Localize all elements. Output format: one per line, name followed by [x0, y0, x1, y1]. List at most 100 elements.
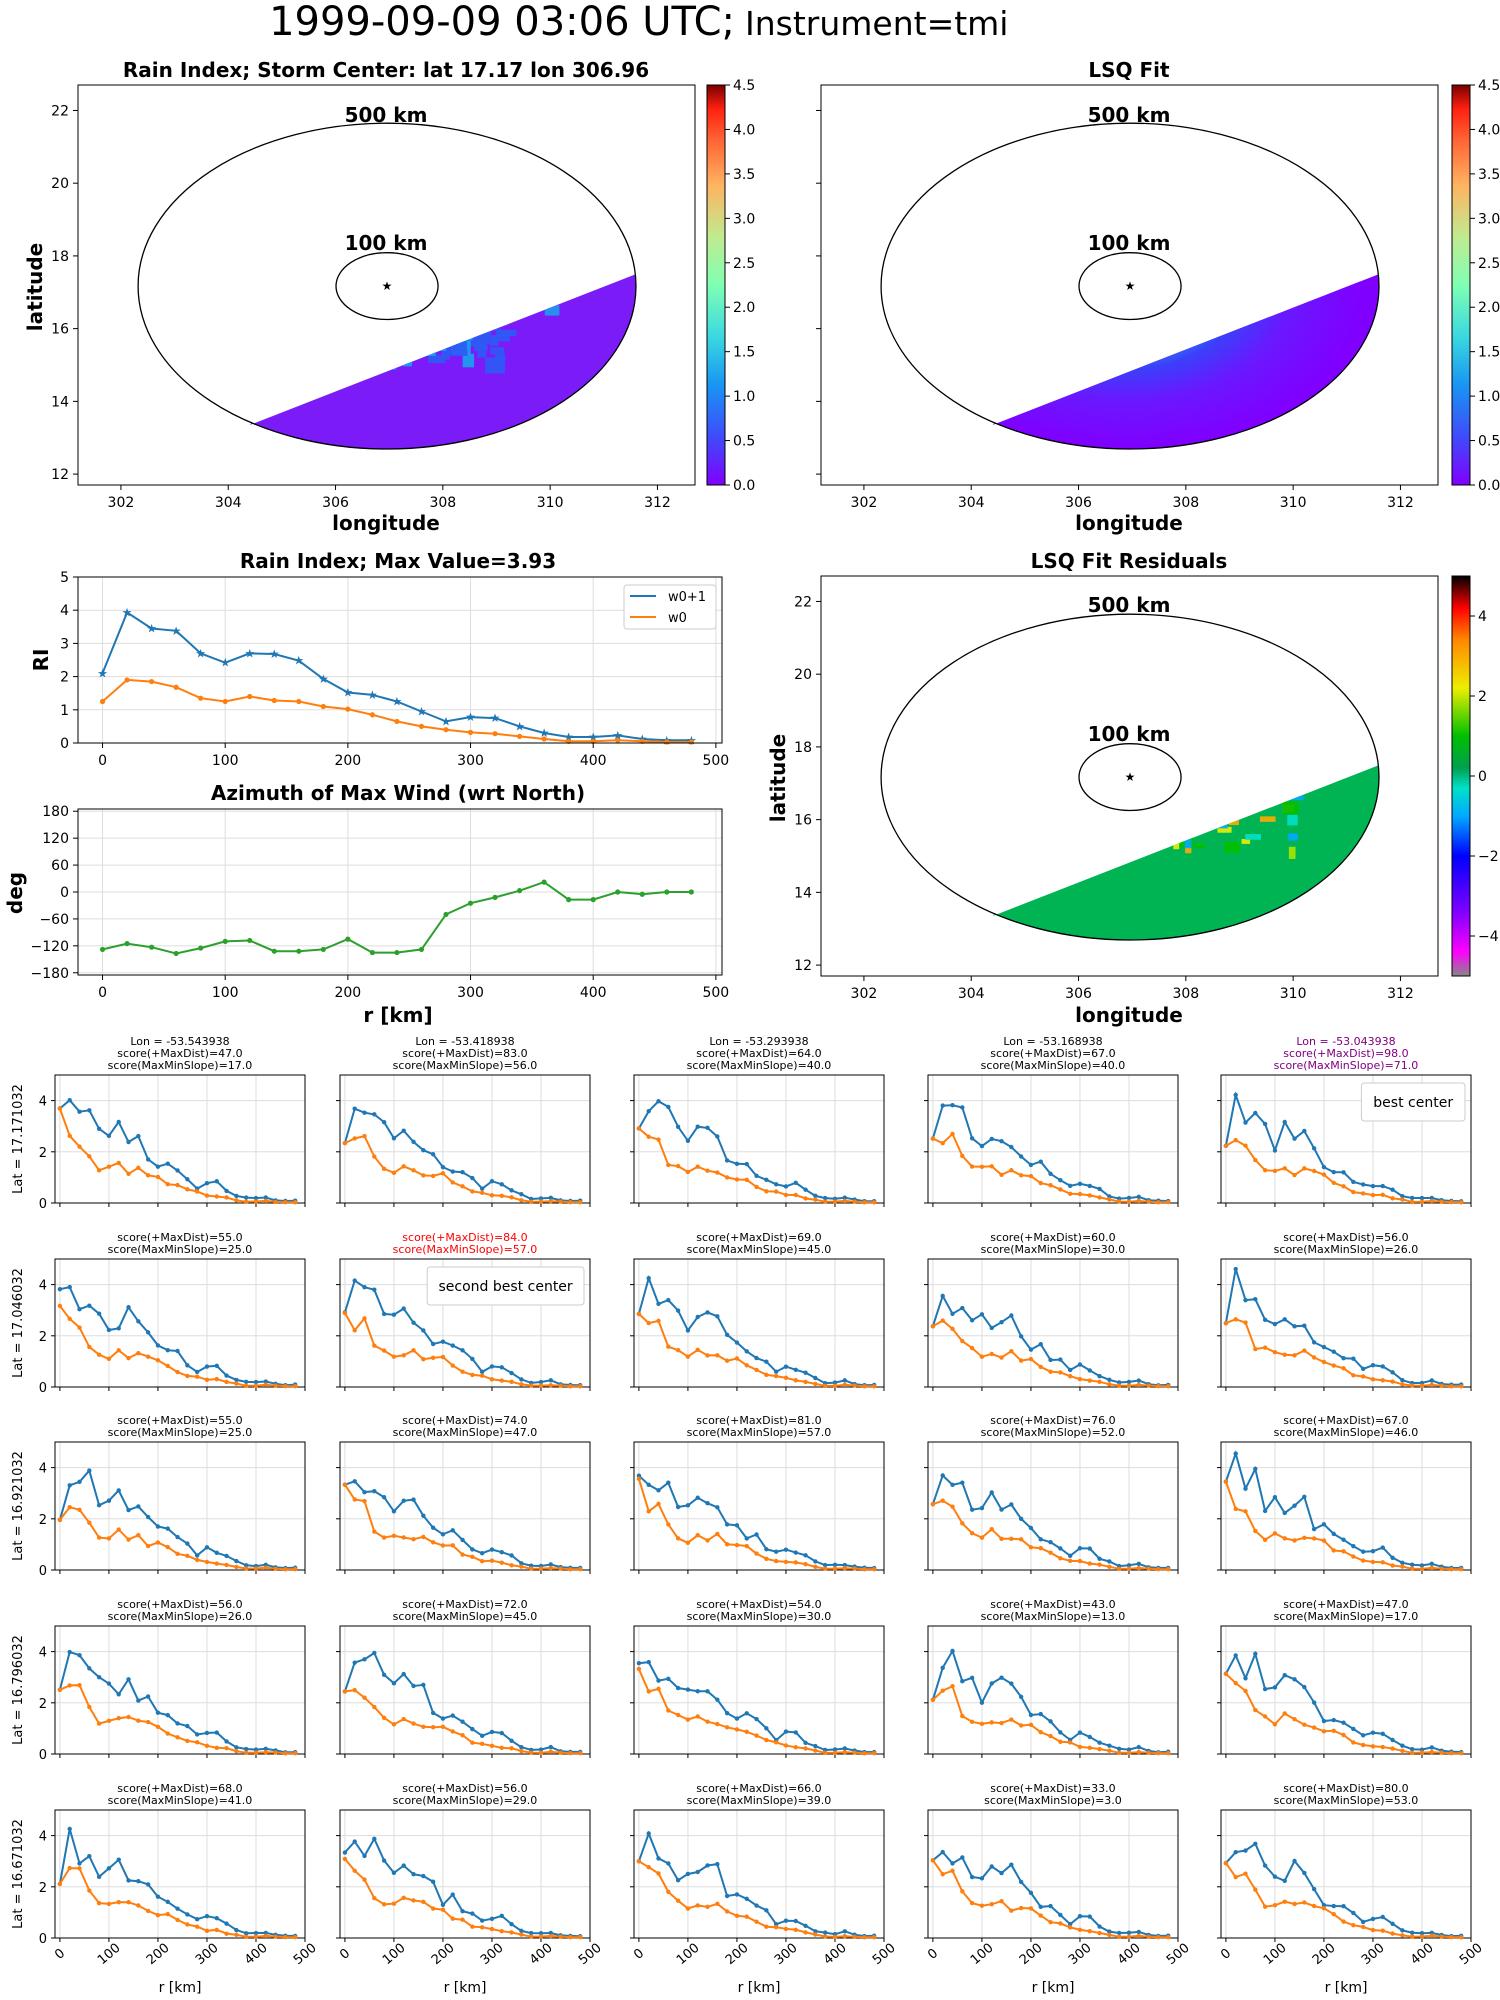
cell-series-point [724, 1332, 730, 1337]
cell-series-point [1038, 1545, 1043, 1551]
cell-series-point [106, 1164, 112, 1169]
cell-score-label: score(+MaxDist)=80.0 [1283, 1782, 1408, 1795]
cell-series-point [1087, 1368, 1092, 1373]
grid-y-tick-label: 0 [39, 1381, 47, 1396]
cell-series-point [950, 1504, 955, 1509]
cell-series-point [1321, 1538, 1327, 1543]
cell-series-point [283, 1567, 288, 1572]
cell-series-point [1009, 1536, 1014, 1542]
cell-series-point [793, 1550, 798, 1555]
cell-series-point [155, 1710, 161, 1715]
y-tick-label: 1 [60, 703, 69, 719]
series-point: ★ [612, 728, 623, 742]
cell-series-point [1136, 1198, 1141, 1204]
cell-series-point [724, 1542, 730, 1547]
cell-series-point [1360, 1549, 1366, 1554]
cell-series-point [969, 1136, 975, 1141]
cell-series-point [145, 1514, 151, 1520]
cell-series-point [1146, 1750, 1151, 1755]
cell-series-point [116, 1527, 121, 1532]
cell-series-point [411, 1683, 416, 1689]
grid-x-tick-label: 100 [968, 1941, 997, 1968]
cell-series-point [999, 1139, 1004, 1144]
cell-series-point [155, 1174, 161, 1180]
cell-score-label: score(MaxMinSlope)=3.0 [984, 1794, 1122, 1807]
cell-series-point [243, 1750, 249, 1755]
cell-series-point [675, 1163, 681, 1169]
center-cell: 0 100 200 300 400 500 0 2 4 score(+MaxDist)=68.0s… [11, 1782, 320, 1996]
cell-series-point [381, 1858, 387, 1863]
cell-series-point [352, 1868, 357, 1873]
cell-series-point [1341, 1184, 1346, 1189]
cell-series-point [1380, 1744, 1385, 1750]
cell-series-line [59, 1867, 296, 1939]
cell-series-point [1018, 1879, 1024, 1885]
cell-series-point [685, 1687, 691, 1692]
cell-series-point [538, 1934, 544, 1939]
map-y-tick-label: 20 [794, 667, 812, 683]
series-point [271, 697, 277, 704]
cell-series-point [411, 1348, 416, 1353]
cell-series-point [1009, 1681, 1014, 1686]
cell-series-point [1400, 1197, 1405, 1202]
cell-series-point [292, 1751, 298, 1756]
cell-note-label: second best center [439, 1279, 573, 1295]
cell-series-point [999, 1536, 1004, 1542]
cell-series-point [940, 1688, 945, 1693]
cell-series-point [136, 1718, 141, 1723]
cell-series-point [1409, 1195, 1415, 1201]
cell-series-point [214, 1194, 219, 1199]
cell-series-point [528, 1934, 534, 1939]
cell-score-label: Lon = -53.543938 [130, 1035, 229, 1048]
cell-series-point [1097, 1373, 1102, 1379]
cell-series-point [1077, 1546, 1083, 1551]
cell-series-point [1449, 1750, 1454, 1756]
cell-series-point [1048, 1919, 1053, 1925]
cell-series-point [636, 1311, 642, 1317]
colorbar-tick-label: 2.0 [1478, 300, 1500, 316]
lsq-fit-map-xlabel: longitude [1075, 511, 1183, 535]
cell-series-point [568, 1384, 573, 1389]
map-x-tick-label: 310 [537, 495, 564, 511]
cell-series-point [1243, 1688, 1248, 1694]
cell-series-point [372, 1704, 377, 1710]
cell-series-point [950, 1482, 955, 1488]
cell-series-point [292, 1384, 298, 1389]
series-point [320, 703, 326, 710]
cell-series-point [1370, 1192, 1376, 1198]
cell-series-point [871, 1384, 877, 1389]
grid-y-tick-label: 2 [39, 1146, 47, 1161]
series-point: ★ [146, 621, 157, 635]
cell-series-point [773, 1558, 779, 1564]
map-x-tick-label: 306 [1065, 495, 1092, 511]
cell-series-point [666, 1344, 671, 1349]
x-tick-label: 500 [702, 985, 729, 1001]
cell-series-point [773, 1369, 779, 1374]
cell-series-point [1370, 1744, 1376, 1749]
cell-series-point [754, 1367, 759, 1373]
cell-series-point [734, 1340, 740, 1345]
cell-series-point [185, 1187, 190, 1192]
cell-series-point [773, 1921, 779, 1927]
cell-score-label: score(+MaxDist)=74.0 [402, 1414, 527, 1427]
grid-x-tick-label: 500 [576, 1941, 605, 1968]
cell-score-label: score(+MaxDist)=56.0 [402, 1782, 527, 1795]
cell-series-point [1351, 1179, 1356, 1185]
cell-series-point [832, 1380, 838, 1385]
cell-series-point [656, 1856, 661, 1861]
grid-x-tick-label: 200 [723, 1941, 752, 1968]
cell-series-point [705, 1310, 710, 1315]
cell-series-point [194, 1369, 200, 1375]
cell-series-point [1439, 1566, 1444, 1572]
cell-series-point [1341, 1355, 1346, 1361]
cell-series-point [234, 1381, 239, 1386]
cell-series-point [940, 1293, 945, 1299]
cell-series-point [577, 1751, 583, 1756]
cell-series-point [1087, 1745, 1092, 1751]
cell-series-point [1331, 1169, 1336, 1175]
cell-series-point [263, 1195, 268, 1200]
series-point: ★ [195, 646, 206, 660]
cell-series-point [96, 1352, 102, 1357]
cell-series-point [273, 1383, 278, 1388]
cell-series-point [243, 1934, 249, 1940]
